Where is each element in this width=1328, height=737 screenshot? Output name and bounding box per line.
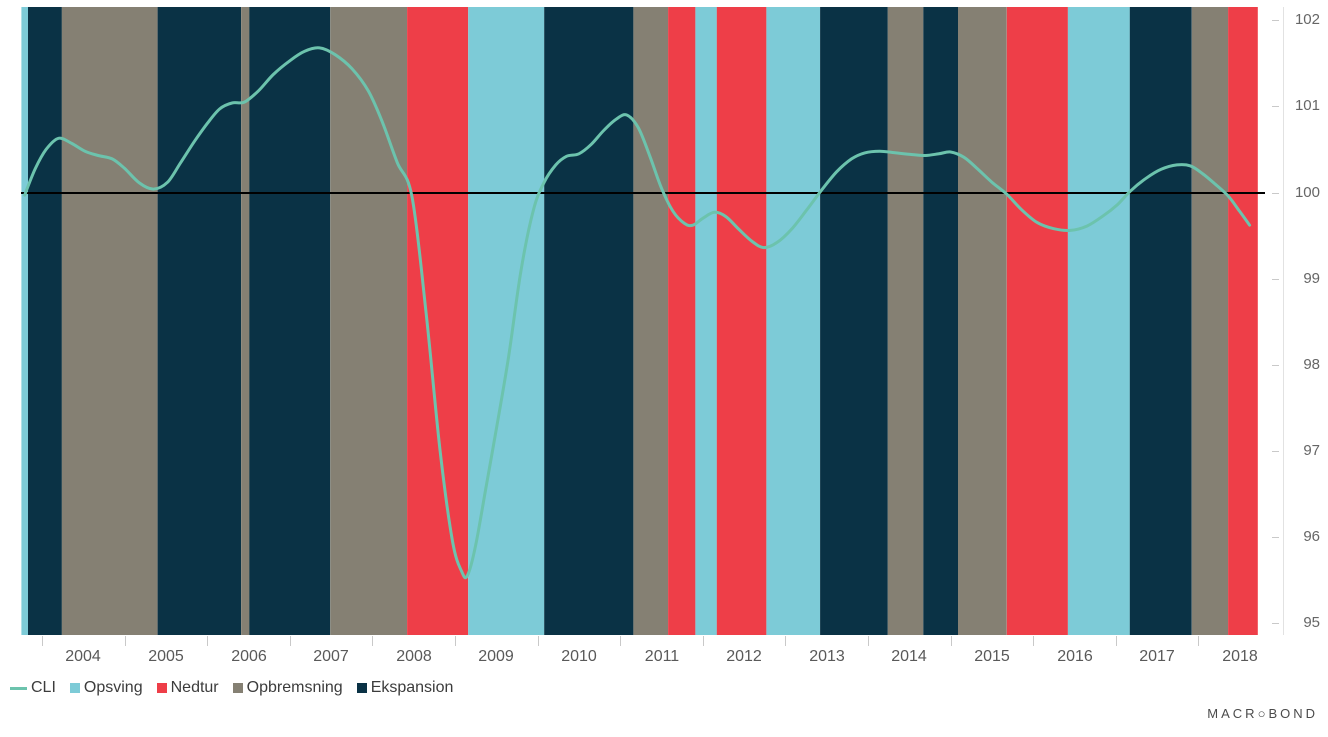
y-tick	[1272, 365, 1279, 366]
x-tick	[1033, 636, 1034, 646]
x-axis-label: 2005	[148, 648, 184, 665]
phase-band-opbremsning	[61, 7, 158, 635]
y-axis-label: 97	[1303, 442, 1320, 459]
x-axis-label: 2014	[891, 648, 927, 665]
legend-label: Nedtur	[170, 679, 219, 696]
macrobond-logo: MACR ○ BOND	[1207, 706, 1318, 721]
phase-band-ekspansion	[249, 7, 331, 635]
legend-label: Opbremsning	[246, 679, 343, 696]
phase-band-opsving	[21, 7, 28, 635]
x-tick	[868, 636, 869, 646]
phase-band-opbremsning	[330, 7, 408, 635]
chart-legend: CLI Opsving Nedtur Opbremsning Ekspansion	[10, 679, 453, 697]
x-tick	[703, 636, 704, 646]
reference-line-100	[21, 192, 1265, 194]
phase-band-opsving	[695, 7, 717, 635]
x-tick	[620, 636, 621, 646]
y-axis-label: 101	[1294, 97, 1320, 114]
legend-swatch-ekspansion	[356, 683, 367, 693]
phase-bands-layer	[21, 7, 1258, 635]
logo-text-suffix: BOND	[1268, 706, 1318, 721]
x-axis-label: 2015	[974, 648, 1010, 665]
y-axis-label: 95	[1303, 614, 1320, 631]
logo-text-prefix: MACR	[1207, 706, 1258, 721]
x-tick	[1116, 636, 1117, 646]
phase-band-nedtur	[1228, 7, 1258, 635]
x-axis-label: 2008	[396, 648, 432, 665]
phase-band-nedtur	[668, 7, 696, 635]
x-axis-label: 2010	[561, 648, 597, 665]
y-tick	[1272, 106, 1279, 107]
phase-band-ekspansion	[820, 7, 888, 635]
phase-band-opbremsning	[887, 7, 924, 635]
y-axis-label: 98	[1303, 356, 1320, 373]
phase-band-ekspansion	[1129, 7, 1192, 635]
y-tick	[1272, 279, 1279, 280]
phase-band-opbremsning	[241, 7, 250, 635]
y-tick	[1272, 537, 1279, 538]
phase-band-ekspansion	[923, 7, 958, 635]
legend-label: Opsving	[83, 679, 143, 696]
x-axis-label: 2006	[231, 648, 267, 665]
y-axis-line	[1283, 7, 1284, 635]
x-axis-label: 2013	[809, 648, 845, 665]
phase-band-ekspansion	[544, 7, 634, 635]
x-tick	[42, 636, 43, 646]
x-axis-label: 2017	[1139, 648, 1175, 665]
logo-circle-icon: ○	[1257, 706, 1269, 721]
x-tick	[538, 636, 539, 646]
phase-band-opbremsning	[958, 7, 1007, 635]
phase-band-opsving	[766, 7, 821, 635]
legend-swatch-nedtur	[156, 683, 167, 693]
y-axis-label: 96	[1303, 528, 1320, 545]
cli-series-layer	[23, 46, 1252, 580]
legend-swatch-cli	[10, 686, 27, 690]
x-axis-label: 2016	[1057, 648, 1093, 665]
phase-band-opbremsning	[1191, 7, 1229, 635]
cli-line	[23, 46, 1252, 580]
y-axis-label: 102	[1294, 11, 1320, 28]
legend-item-ekspansion[interactable]: Ekspansion	[356, 679, 454, 697]
chart-plot-area[interactable]	[21, 7, 1258, 635]
x-tick	[785, 636, 786, 646]
x-tick	[455, 636, 456, 646]
phase-band-opsving	[468, 7, 545, 635]
x-axis-label: 2012	[726, 648, 762, 665]
x-tick	[290, 636, 291, 646]
x-tick	[1198, 636, 1199, 646]
legend-swatch-opbremsning	[232, 683, 243, 693]
phase-band-nedtur	[407, 7, 469, 635]
phase-band-opbremsning	[633, 7, 669, 635]
legend-item-opbremsning[interactable]: Opbremsning	[232, 679, 343, 697]
legend-label: Ekspansion	[370, 679, 454, 696]
y-axis-label: 99	[1303, 270, 1320, 287]
legend-label: CLI	[31, 679, 56, 696]
x-axis-label: 2018	[1222, 648, 1258, 665]
phase-band-opsving	[1067, 7, 1130, 635]
legend-item-cli[interactable]: CLI	[10, 679, 56, 697]
legend-swatch-opsving	[69, 683, 80, 693]
y-tick	[1272, 623, 1279, 624]
y-axis-label: 100	[1294, 184, 1320, 201]
x-tick	[207, 636, 208, 646]
x-tick	[125, 636, 126, 646]
legend-item-nedtur[interactable]: Nedtur	[156, 679, 219, 697]
phase-band-nedtur	[1006, 7, 1068, 635]
y-tick	[1272, 20, 1279, 21]
x-axis-label: 2004	[65, 648, 101, 665]
x-axis-label: 2009	[478, 648, 514, 665]
phase-band-ekspansion	[28, 7, 62, 635]
y-tick	[1272, 451, 1279, 452]
x-tick	[951, 636, 952, 646]
legend-item-opsving[interactable]: Opsving	[69, 679, 143, 697]
x-tick	[372, 636, 373, 646]
phase-band-ekspansion	[157, 7, 241, 635]
x-axis-label: 2007	[313, 648, 349, 665]
x-axis-label: 2011	[644, 648, 680, 665]
y-tick	[1272, 193, 1279, 194]
phase-band-nedtur	[716, 7, 767, 635]
